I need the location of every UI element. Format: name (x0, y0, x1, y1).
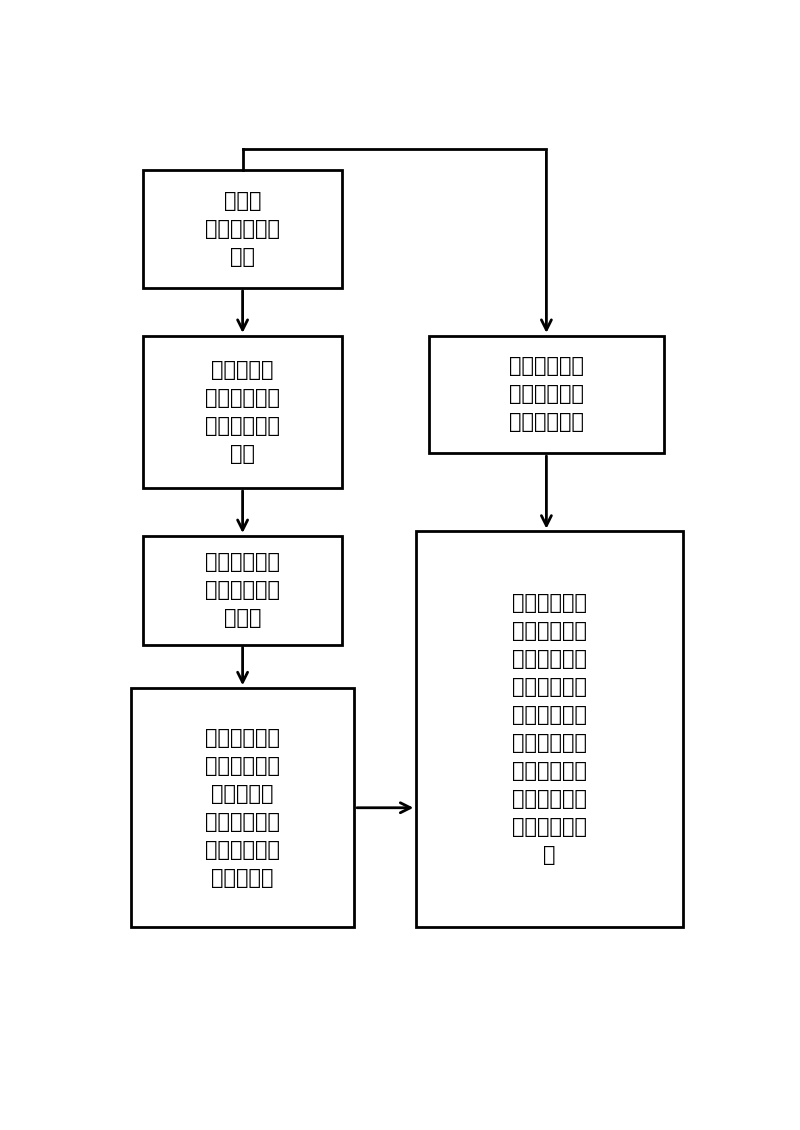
Bar (143, 536, 342, 644)
Text: 本底扛除，
得到欲分解谱
段重叠峰的净
计数: 本底扛除， 得到欲分解谱 段重叠峰的净 计数 (205, 359, 280, 463)
Bar (429, 336, 664, 453)
Text: 建立该概率密
度函数的初始
高斯混合模型: 建立该概率密 度函数的初始 高斯混合模型 (509, 356, 584, 433)
Bar (143, 171, 342, 288)
Text: 由测量
获得的放射性
能谱: 由测量 获得的放射性 能谱 (205, 191, 280, 267)
Bar (416, 531, 682, 928)
Bar (131, 688, 354, 928)
Text: 对得到的重叠
峰净计数进行
归一化: 对得到的重叠 峰净计数进行 归一化 (205, 553, 280, 628)
Bar (143, 336, 342, 488)
Text: 采用期望最大
化法将产生的
随机数进行迭
代运算直到收
敛，实现高斯
混合模型各参
数的更新并得
到最终値，完
成重叠峰的分
解: 采用期望最大 化法将产生的 随机数进行迭 代运算直到收 敛，实现高斯 混合模型各… (512, 593, 587, 866)
Text: 将归一化后的
数据作为概率
密度函数，
产生服从该概
率密度函数分
布的随机数: 将归一化后的 数据作为概率 密度函数， 产生服从该概 率密度函数分 布的随机数 (205, 728, 280, 888)
